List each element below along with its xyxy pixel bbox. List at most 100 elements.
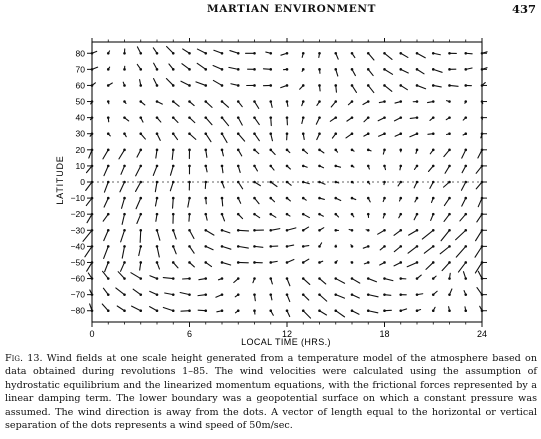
- wind-vector: [237, 165, 241, 173]
- wind-vector: [286, 294, 291, 303]
- wind-vector: [443, 197, 451, 207]
- wind-vector: [459, 213, 467, 222]
- wind-vector: [270, 260, 278, 264]
- wind-vector: [237, 245, 249, 249]
- wind-vector: [462, 271, 467, 280]
- wind-vector: [432, 52, 441, 56]
- wind-vector: [171, 149, 174, 160]
- wind-vector: [481, 51, 488, 54]
- wind-vector: [302, 245, 310, 247]
- wind-vector: [302, 226, 310, 231]
- wind-vector: [253, 133, 260, 142]
- wind-vector: [188, 133, 197, 140]
- wind-vector: [367, 68, 374, 77]
- wind-vector: [475, 229, 483, 242]
- wind-vector: [270, 181, 278, 188]
- wind-vector: [318, 149, 325, 154]
- wind-vector: [367, 84, 375, 94]
- wind-vector: [237, 149, 243, 157]
- wind-vector: [318, 242, 323, 247]
- wind-vector: [351, 68, 356, 77]
- wind-vector: [107, 133, 111, 137]
- wind-vector: [136, 46, 142, 54]
- wind-vector: [221, 117, 230, 127]
- wind-vector: [416, 84, 427, 90]
- y-tick-label: 30: [76, 129, 86, 139]
- wind-vector: [393, 117, 402, 122]
- wind-vector: [301, 117, 304, 125]
- wind-vector: [302, 181, 310, 185]
- wind-vector: [180, 80, 191, 86]
- wind-vector: [162, 306, 174, 312]
- wind-vector: [416, 52, 426, 59]
- wind-vector: [440, 229, 451, 242]
- wind-vector: [205, 133, 212, 143]
- wind-vector: [89, 117, 93, 121]
- wind-vector: [345, 133, 353, 139]
- wind-vector: [89, 133, 93, 137]
- wind-vector: [153, 62, 158, 70]
- wind-vector: [88, 149, 93, 159]
- wind-vector: [228, 66, 239, 70]
- wind-vector: [318, 294, 328, 302]
- wind-vector: [107, 50, 111, 54]
- wind-vector: [367, 197, 371, 203]
- y-tick-label: −10: [71, 193, 86, 203]
- wind-vector: [123, 100, 127, 105]
- wind-vector: [432, 84, 442, 88]
- wind-vector: [379, 245, 386, 251]
- wind-vector: [400, 68, 409, 74]
- wind-vector: [448, 84, 459, 87]
- wind-vector: [234, 294, 239, 298]
- wind-vector: [205, 149, 208, 158]
- wind-vector: [85, 181, 93, 191]
- x-tick-label: 0: [89, 329, 94, 339]
- wind-vector: [213, 49, 223, 54]
- wind-vector: [136, 149, 142, 158]
- wind-vector: [335, 310, 346, 318]
- wind-vector: [102, 213, 109, 222]
- wind-vector: [399, 165, 402, 171]
- wind-vector: [442, 181, 451, 188]
- wind-vector: [122, 81, 126, 86]
- wind-vector: [205, 165, 208, 173]
- wind-vector: [205, 197, 207, 205]
- y-axis-label: LATITUDE: [55, 155, 65, 204]
- y-tick-label: −80: [71, 306, 86, 316]
- wind-vector: [465, 67, 473, 70]
- wind-vector: [188, 245, 195, 254]
- wind-vector: [252, 278, 256, 284]
- wind-vector: [367, 278, 378, 283]
- y-tick-label: 20: [76, 145, 86, 155]
- axes: 0 6 12 18 24 −80 −70 −60 −50 −40 −30 −20 −10 0 10 20 30 4…: [71, 38, 487, 339]
- wind-vector: [233, 278, 239, 284]
- y-tick-label: 50: [76, 97, 86, 107]
- wind-vector: [413, 181, 418, 189]
- wind-vector: [367, 52, 375, 61]
- wind-vector: [444, 165, 451, 174]
- wind-vector: [140, 117, 144, 123]
- wind-vector: [85, 165, 93, 174]
- wind-vector: [89, 289, 93, 296]
- figure-label: Fig. 13.: [5, 353, 43, 364]
- wind-vector: [367, 294, 379, 298]
- wind-vector: [115, 287, 126, 296]
- wind-vector: [465, 52, 473, 55]
- wind-vector: [350, 261, 353, 264]
- x-tick-label: 12: [282, 329, 292, 339]
- wind-vector: [316, 100, 321, 107]
- wind-vector: [351, 181, 354, 184]
- wind-vector: [138, 245, 142, 257]
- wind-vector: [130, 272, 142, 280]
- wind-vector: [378, 133, 386, 137]
- wind-vector: [149, 290, 158, 296]
- wind-vector: [121, 245, 126, 259]
- wind-vector: [103, 165, 109, 177]
- wind-vector: [474, 261, 483, 274]
- wind-vector: [123, 117, 130, 122]
- wind-vector: [351, 84, 358, 94]
- wind-vector: [335, 165, 342, 168]
- wind-vector: [253, 197, 260, 205]
- wind-vector: [286, 149, 291, 154]
- wind-vector: [476, 286, 483, 296]
